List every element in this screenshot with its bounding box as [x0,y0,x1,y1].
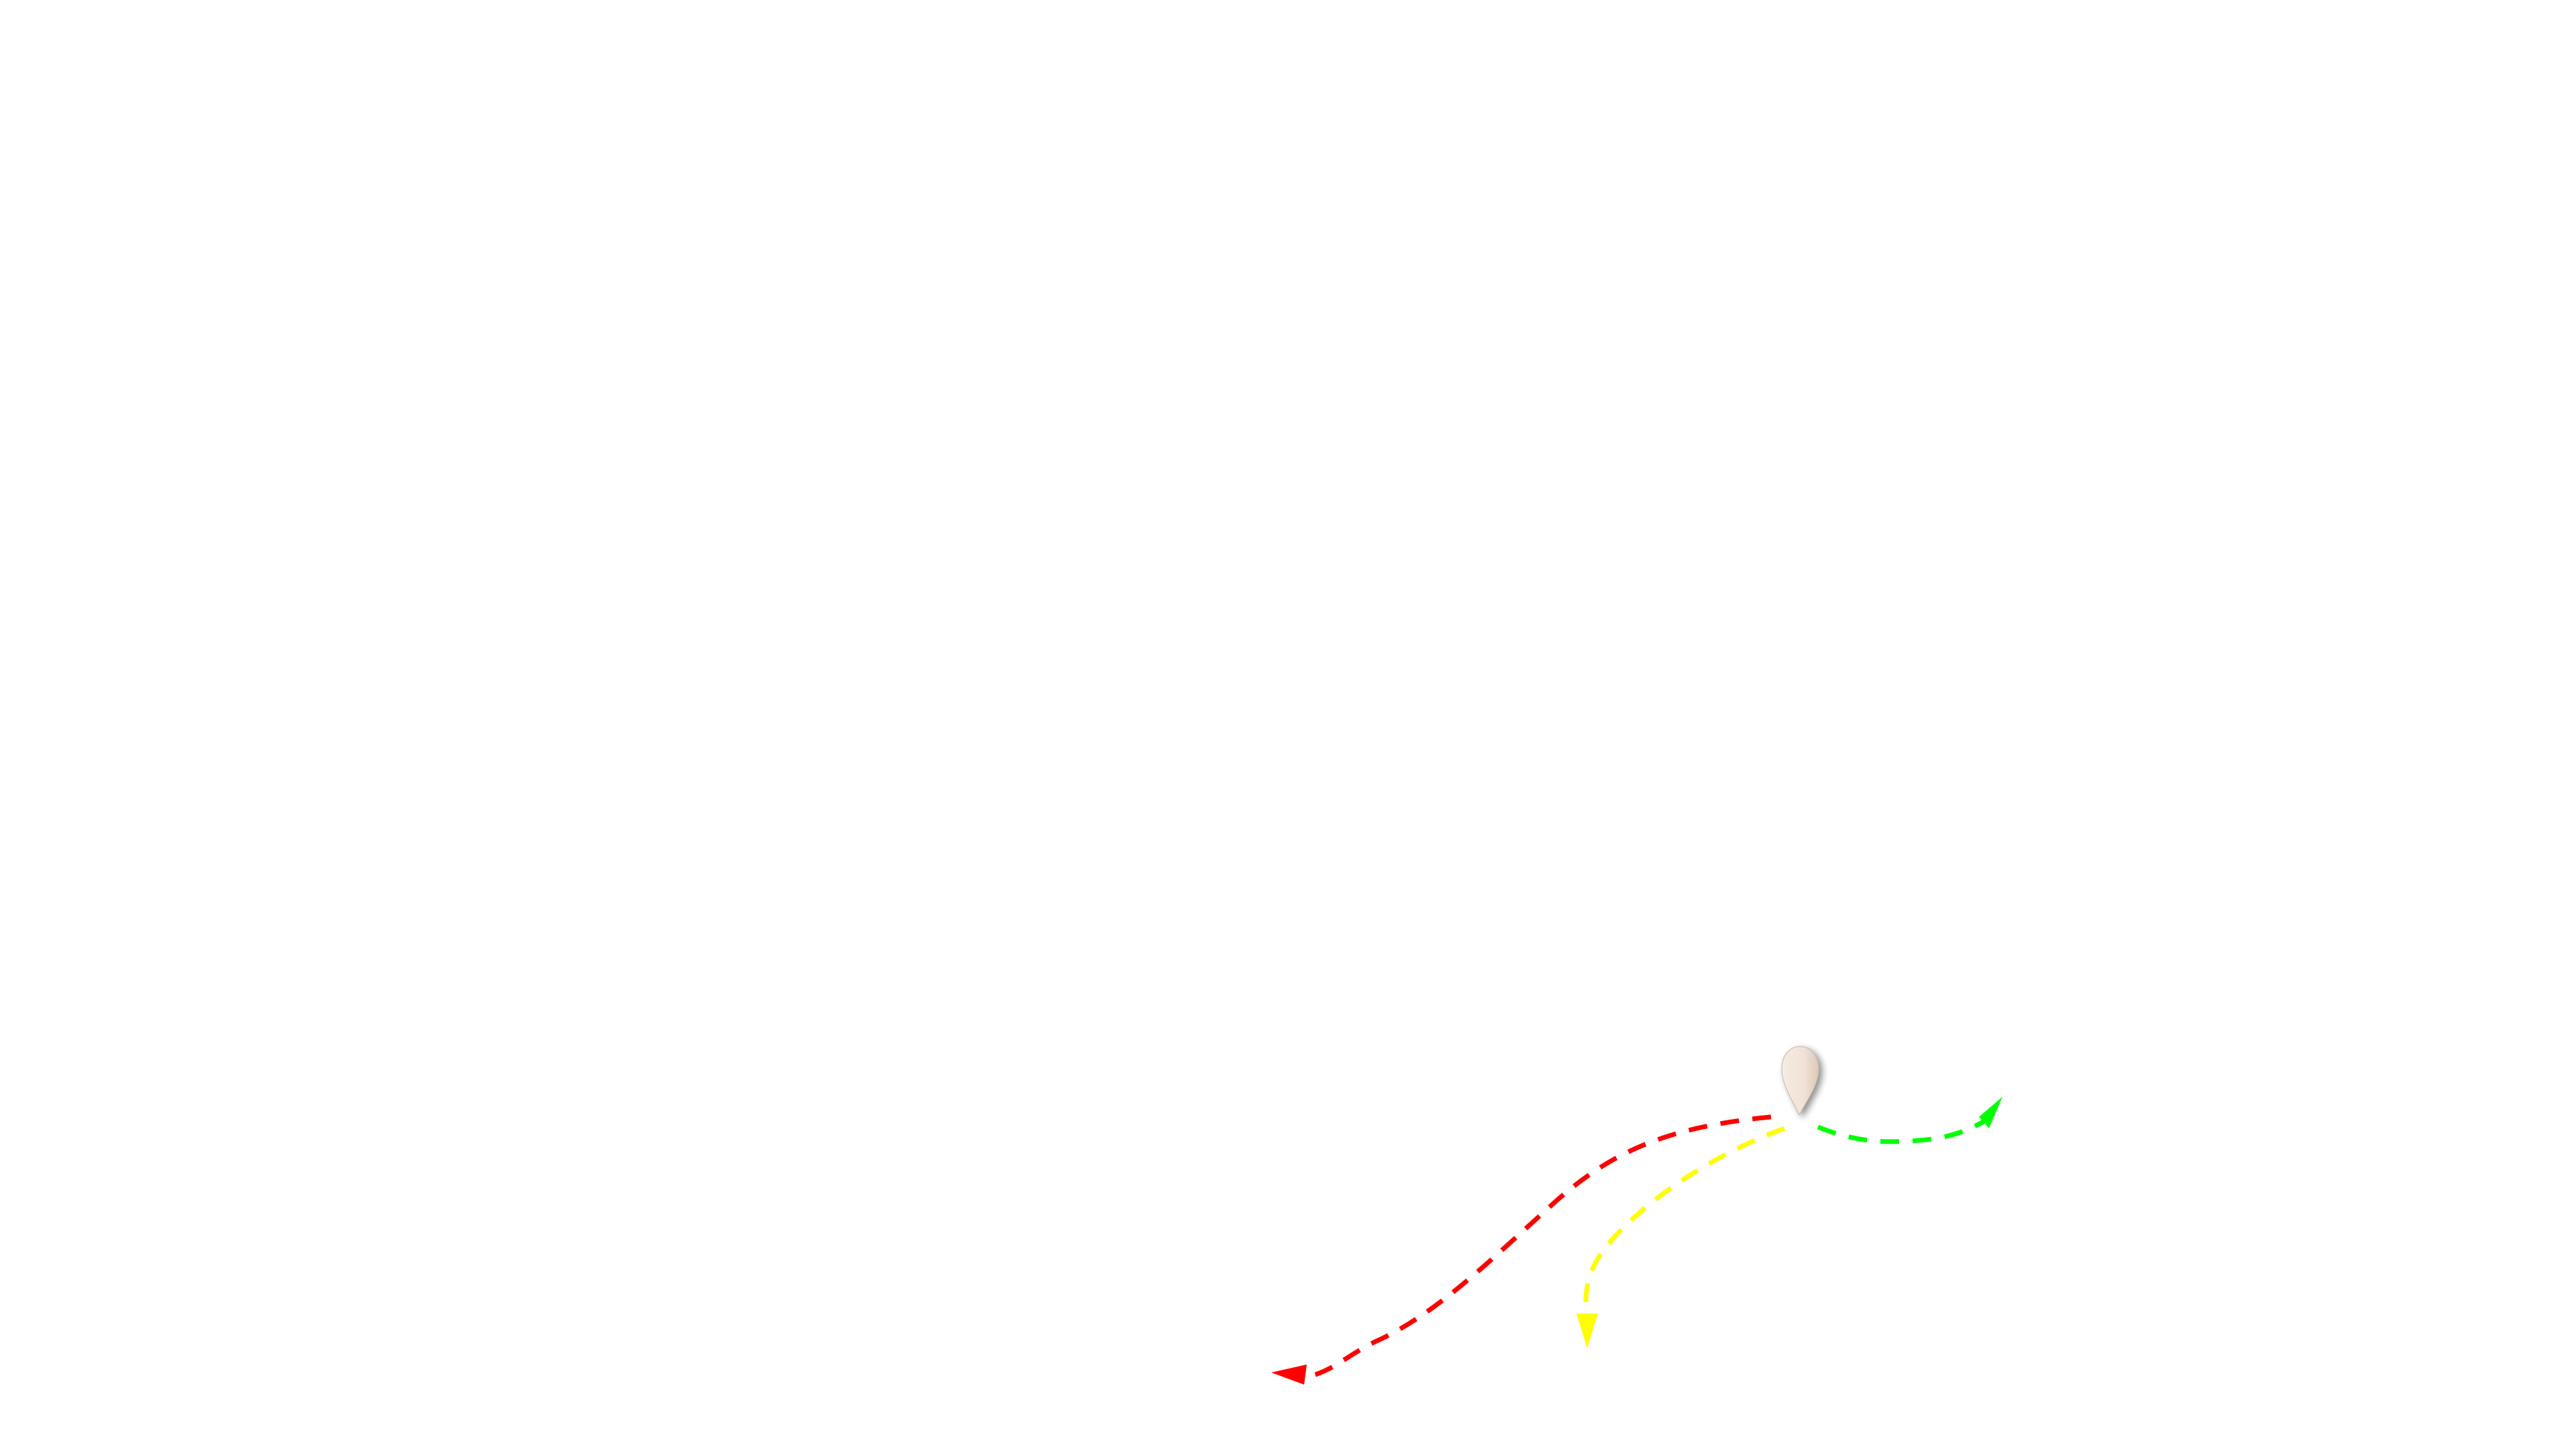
green-route-line [1817,1118,1987,1144]
red-route-arrowhead [1271,1364,1307,1385]
map-pin-icon[interactable] [1781,1046,1819,1116]
green-route-arrowhead [1979,1097,2002,1128]
green-route[interactable] [1817,1097,2002,1144]
red-route[interactable] [1271,1114,1772,1385]
yellow-route-arrowhead [1576,1313,1598,1348]
yellow-route[interactable] [1576,1126,1786,1348]
red-route-line [1312,1114,1772,1378]
yellow-route-line [1583,1126,1786,1312]
